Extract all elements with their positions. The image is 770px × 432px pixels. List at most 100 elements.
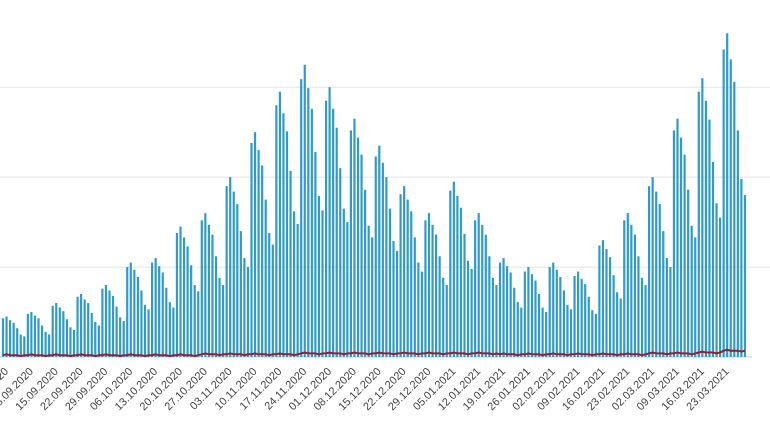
bar <box>612 275 615 357</box>
bar <box>459 207 463 357</box>
bar <box>509 272 512 357</box>
bar <box>76 296 79 357</box>
bar <box>438 256 441 357</box>
bar <box>626 213 629 357</box>
bar <box>321 210 324 357</box>
bar <box>537 294 541 357</box>
bar <box>37 318 40 357</box>
bar <box>69 327 72 357</box>
bar <box>445 285 448 357</box>
bar <box>55 303 58 357</box>
bar <box>719 217 722 357</box>
bar <box>385 177 388 357</box>
bar <box>65 319 68 357</box>
bar <box>587 296 590 357</box>
bar <box>353 118 356 357</box>
bar <box>16 328 19 357</box>
bar <box>374 156 377 357</box>
bar <box>733 81 736 357</box>
bar <box>12 322 15 357</box>
bar <box>236 204 239 357</box>
bar <box>289 170 292 357</box>
bar <box>97 325 100 357</box>
bar <box>264 199 267 357</box>
bar <box>608 257 612 357</box>
bar <box>360 154 363 357</box>
line <box>2 348 746 358</box>
bar <box>48 334 51 357</box>
bar <box>726 33 729 358</box>
bar <box>502 258 505 357</box>
bar <box>207 224 210 357</box>
bar <box>239 231 242 357</box>
bar <box>584 284 587 357</box>
bar <box>427 213 431 357</box>
bar <box>513 287 516 357</box>
bar <box>324 100 328 357</box>
bar <box>346 222 349 357</box>
bar <box>530 274 534 357</box>
bar <box>253 132 257 357</box>
bar <box>62 311 65 357</box>
bar <box>129 262 132 357</box>
bar <box>310 108 313 357</box>
bar <box>516 302 519 357</box>
bar <box>186 246 189 357</box>
bar <box>108 290 111 357</box>
bar <box>484 234 487 357</box>
bar <box>463 233 466 357</box>
bar <box>449 190 452 357</box>
bar <box>222 285 225 357</box>
bar <box>442 277 445 357</box>
bar <box>474 220 477 357</box>
bar <box>300 79 303 358</box>
bar <box>58 307 61 357</box>
bar <box>182 237 186 357</box>
bar <box>403 186 406 357</box>
bar <box>722 49 725 358</box>
bar <box>364 189 367 357</box>
bar <box>229 177 232 357</box>
bar <box>481 224 484 357</box>
bar <box>136 276 139 357</box>
bar <box>307 88 310 357</box>
bar <box>200 220 203 357</box>
bar <box>175 232 179 357</box>
bar <box>225 186 228 357</box>
bar <box>711 161 715 357</box>
bar <box>122 321 125 357</box>
bar <box>218 277 221 357</box>
bar <box>591 310 594 357</box>
bar <box>371 237 374 357</box>
bar <box>172 307 175 357</box>
bar <box>197 291 200 357</box>
bar <box>26 313 29 357</box>
bar <box>640 277 644 357</box>
bar <box>598 245 601 357</box>
bar <box>243 258 246 357</box>
bar <box>388 208 392 357</box>
bar <box>44 331 47 357</box>
bar <box>104 285 108 357</box>
bar <box>470 268 473 357</box>
bar <box>548 267 551 357</box>
bar <box>577 271 580 357</box>
bar <box>417 262 420 357</box>
bar <box>466 260 470 357</box>
bar <box>296 223 299 357</box>
bar <box>630 224 633 357</box>
bar <box>250 142 253 357</box>
bar <box>410 211 413 357</box>
bar <box>154 258 157 357</box>
bar <box>676 118 679 357</box>
bar <box>541 307 544 357</box>
bar <box>420 271 423 357</box>
bar <box>1 318 5 357</box>
bar <box>594 313 597 357</box>
bar <box>637 256 640 357</box>
bar <box>143 304 147 357</box>
bar <box>623 220 626 357</box>
bar <box>569 309 573 357</box>
bar <box>708 119 711 358</box>
bar <box>655 191 658 357</box>
